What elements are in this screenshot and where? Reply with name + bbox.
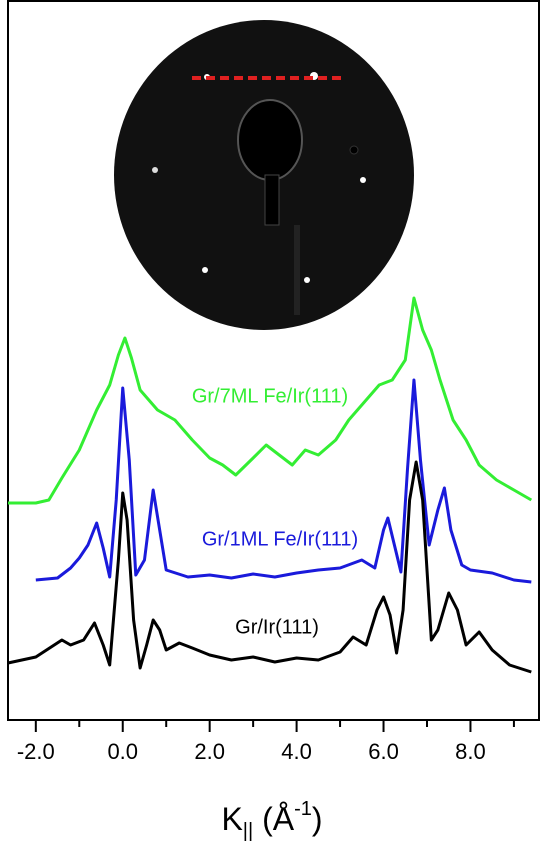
spot — [152, 167, 158, 173]
series-label: Gr/1ML Fe/Ir(111) — [202, 528, 358, 550]
inset-shadow — [237, 99, 303, 181]
plot-frame — [7, 0, 540, 721]
series-line — [7, 460, 532, 674]
x-tick-label: 0.0 — [107, 739, 138, 764]
series-label: Gr/Ir(111) — [235, 616, 319, 638]
leed-inset — [114, 20, 414, 330]
spot — [349, 145, 359, 155]
inset-holder — [264, 174, 280, 226]
spot — [202, 267, 208, 273]
spot — [360, 177, 366, 183]
series-label: Gr/7ML Fe/Ir(111) — [192, 385, 348, 407]
inset-rod — [294, 225, 300, 315]
x-tick-label: -2.0 — [17, 739, 55, 764]
series-line — [8, 296, 533, 505]
series-line — [35, 378, 532, 584]
x-axis-label: K|| (Å-1) — [221, 798, 322, 841]
x-tick-label: 6.0 — [368, 739, 399, 764]
x-tick-label: 8.0 — [455, 739, 486, 764]
spot — [304, 277, 310, 283]
x-tick-label: 4.0 — [281, 739, 312, 764]
x-tick-label: 2.0 — [194, 739, 225, 764]
